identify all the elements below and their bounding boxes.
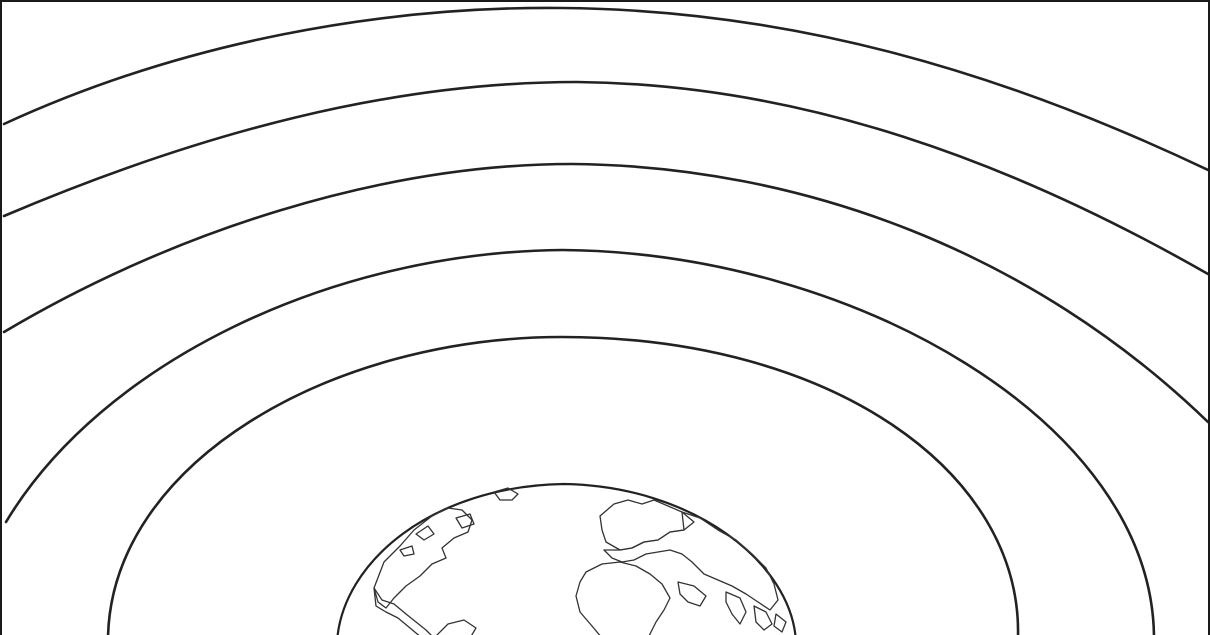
landmass-africa bbox=[575, 561, 671, 635]
layer-arc-5 bbox=[2, 6, 1208, 172]
landmass-arctic-islands bbox=[399, 513, 475, 557]
landmass-southeast-asia bbox=[753, 605, 787, 633]
layer-arc-2 bbox=[4, 248, 1156, 635]
landmass-central-america bbox=[373, 587, 432, 635]
globe-icon bbox=[336, 482, 797, 635]
layer-arc-3 bbox=[2, 162, 1208, 424]
landmass-arabia bbox=[677, 581, 707, 607]
landmass-greenland bbox=[493, 487, 519, 501]
landmass-north-america bbox=[373, 507, 473, 609]
layer-arc-4 bbox=[2, 80, 1208, 276]
landmass-south-america bbox=[436, 619, 477, 635]
globe-outline bbox=[336, 482, 797, 635]
landmass-asia bbox=[603, 511, 779, 611]
landmass-india bbox=[725, 591, 747, 625]
layer-arc-1 bbox=[106, 335, 1020, 635]
